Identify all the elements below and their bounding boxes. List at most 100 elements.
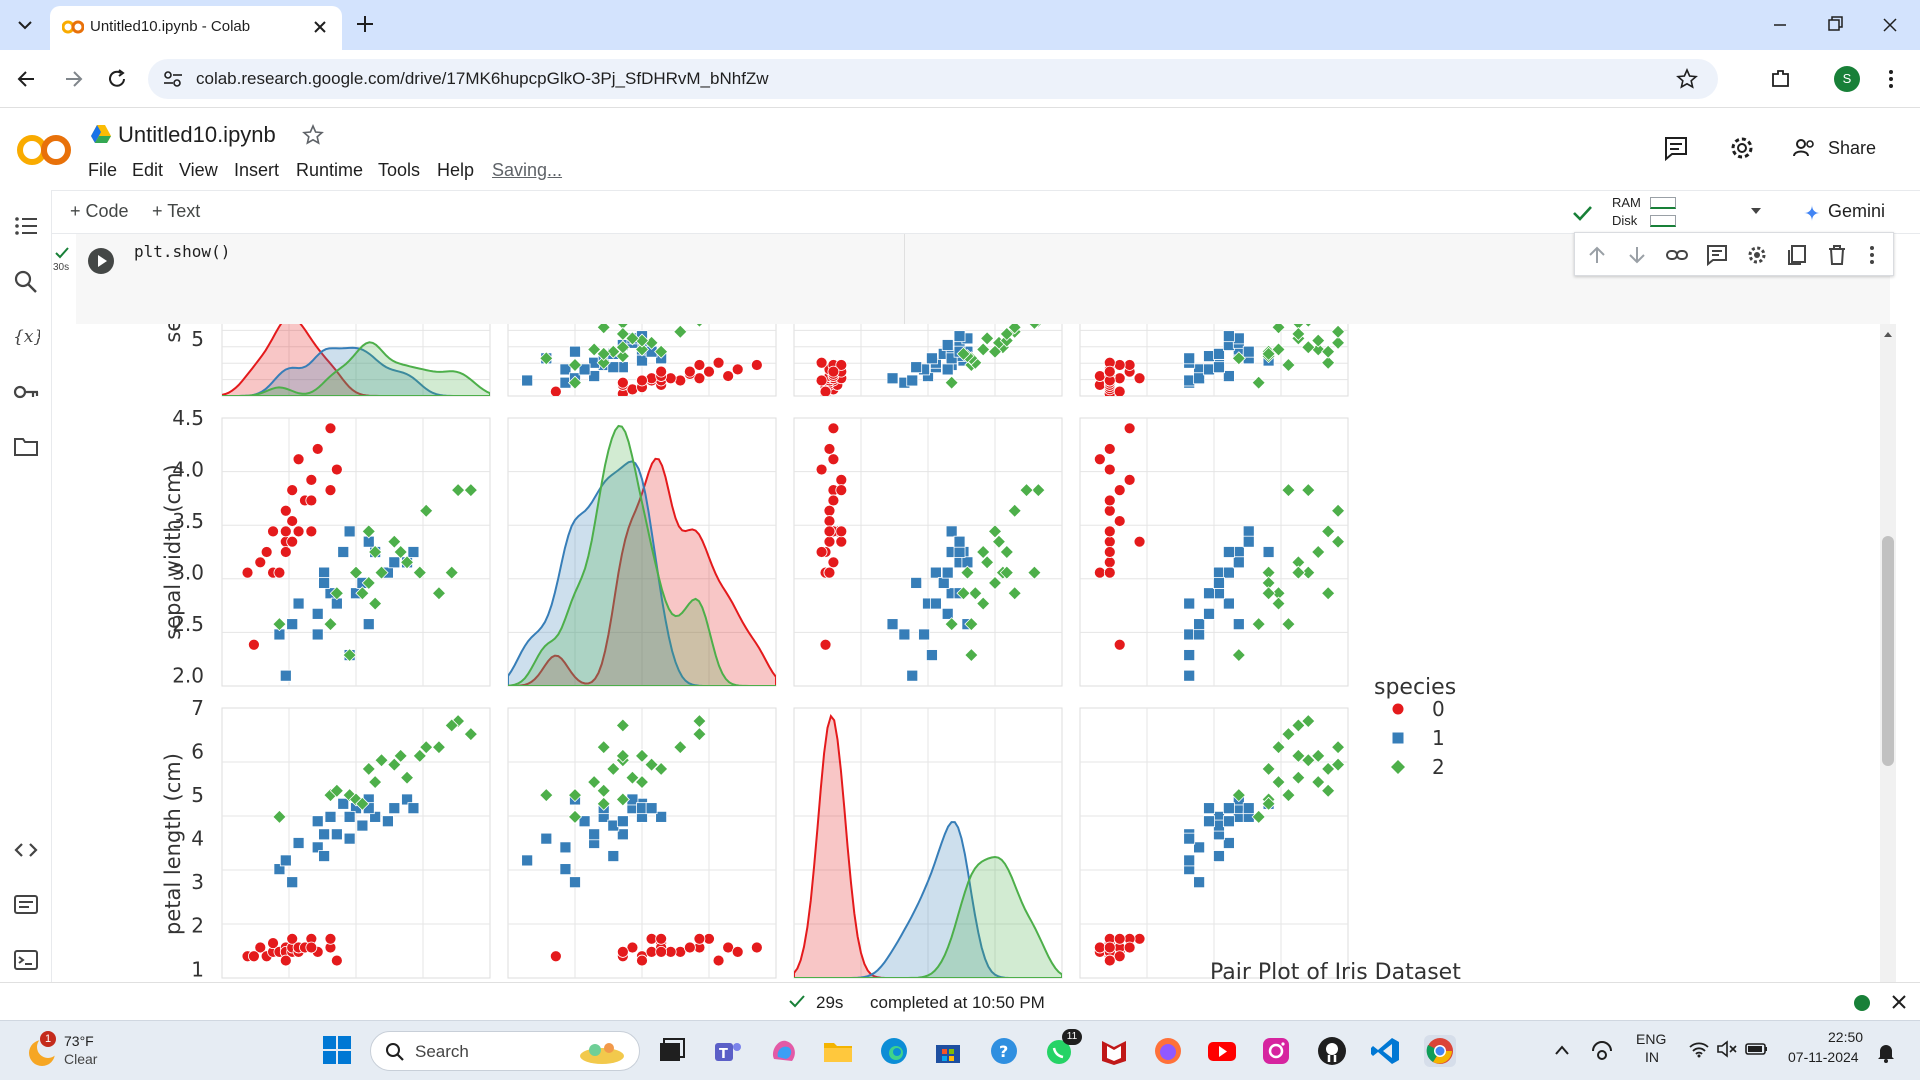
language-top[interactable]: ENG (1636, 1031, 1667, 1047)
scatter-point-species-2 (1231, 788, 1246, 803)
browser-menu-icon[interactable] (1884, 66, 1898, 92)
colab-logo[interactable] (16, 130, 72, 170)
taskbar-search[interactable]: Search (370, 1031, 640, 1071)
menu-runtime[interactable]: Runtime (296, 160, 364, 180)
weather-widget[interactable]: 1 73°F Clear (26, 1031, 146, 1073)
move-down-icon[interactable] (1625, 243, 1649, 267)
pairplot-panel (1079, 417, 1349, 687)
battery-icon[interactable] (1744, 1039, 1770, 1059)
code-snippets-icon[interactable] (12, 836, 40, 864)
more-actions-icon[interactable] (1865, 243, 1879, 267)
menu-help[interactable]: Help (437, 160, 475, 180)
youtube-icon[interactable] (1206, 1035, 1238, 1067)
code-line[interactable]: plt.show() (134, 242, 231, 261)
help-icon[interactable]: ? (988, 1035, 1020, 1067)
minimize-icon[interactable] (1760, 10, 1800, 40)
vscode-icon[interactable] (1370, 1035, 1402, 1067)
back-icon[interactable] (14, 66, 40, 92)
network-tray-icon[interactable] (1590, 1039, 1614, 1061)
mcafee-icon[interactable] (1098, 1035, 1130, 1067)
edge-icon[interactable] (878, 1035, 910, 1067)
scatter-point-species-0 (260, 546, 273, 558)
scrollbar-thumb[interactable] (1882, 536, 1894, 766)
new-tab-icon[interactable] (354, 13, 376, 35)
github-icon[interactable] (1316, 1035, 1348, 1067)
menu-insert[interactable]: Insert (234, 160, 280, 180)
cell-settings-icon[interactable] (1745, 243, 1769, 267)
move-up-icon[interactable] (1585, 243, 1609, 267)
search-icon[interactable] (12, 268, 40, 296)
output-scrollbar[interactable] (1880, 324, 1896, 982)
scatter-point-species-1 (559, 863, 572, 876)
star-notebook-icon[interactable] (302, 124, 324, 146)
menu-view[interactable]: View (179, 160, 218, 180)
ram-disk-indicator[interactable]: RAM Disk (1612, 193, 1702, 233)
secrets-key-icon[interactable] (12, 378, 40, 406)
files-folder-icon[interactable] (12, 432, 40, 460)
tray-overflow-icon[interactable] (1554, 1043, 1570, 1057)
menu-edit[interactable]: Edit (132, 160, 164, 180)
address-bar[interactable]: colab.research.google.com/drive/17MK6hup… (148, 59, 1718, 99)
firefox-icon[interactable] (1152, 1035, 1184, 1067)
volume-muted-icon[interactable] (1716, 1039, 1738, 1059)
wifi-icon[interactable] (1688, 1039, 1710, 1059)
tab-colab[interactable]: Untitled10.ipynb - Colab (50, 6, 342, 50)
file-explorer-icon[interactable] (822, 1035, 854, 1067)
reload-icon[interactable] (104, 66, 130, 92)
editor-ruler (904, 234, 905, 324)
mirror-cell-icon[interactable] (1785, 243, 1809, 267)
scatter-point-species-0 (636, 374, 648, 387)
notebook-title[interactable]: Untitled10.ipynb (118, 122, 276, 147)
tab-close-icon[interactable] (312, 19, 328, 35)
scatter-point-species-0 (305, 941, 318, 954)
table-of-contents-icon[interactable] (12, 212, 40, 240)
share-button[interactable]: Share (1790, 132, 1886, 164)
comment-icon[interactable] (1705, 243, 1729, 267)
notifications-bell-icon[interactable] (1876, 1041, 1896, 1063)
close-window-icon[interactable] (1870, 10, 1910, 40)
terminal-icon[interactable] (12, 946, 40, 974)
teams-icon[interactable]: T (712, 1035, 744, 1067)
chrome-icon[interactable] (1424, 1035, 1456, 1067)
forward-icon[interactable] (60, 66, 86, 92)
variables-icon[interactable]: {x} (12, 322, 40, 350)
restore-icon[interactable] (1814, 10, 1854, 40)
store-icon[interactable] (932, 1035, 964, 1067)
start-windows-icon[interactable] (322, 1035, 352, 1065)
scatter-point-species-2 (393, 748, 408, 763)
settings-gear-icon[interactable] (1728, 134, 1756, 162)
run-cell-button[interactable] (88, 248, 114, 274)
profile-avatar[interactable]: S (1834, 66, 1860, 92)
scroll-up-icon[interactable] (1883, 330, 1893, 338)
runtime-dropdown-icon[interactable] (1748, 203, 1764, 219)
language-bottom[interactable]: IN (1645, 1049, 1659, 1065)
scatter-point-species-1 (292, 837, 305, 849)
scatter-point-species-0 (1093, 566, 1106, 579)
scatter-point-species-2 (361, 524, 376, 539)
close-status-icon[interactable] (1890, 993, 1908, 1011)
clock-time[interactable]: 22:50 (1828, 1029, 1864, 1045)
add-text-button[interactable]: + Text (152, 201, 200, 222)
y-tick-label: 6 (191, 740, 204, 764)
menu-file[interactable]: File (88, 160, 118, 180)
kde-curve-species-0 (222, 324, 490, 396)
command-palette-icon[interactable] (12, 890, 40, 918)
scatter-point-species-1 (588, 370, 601, 382)
scatter-point-species-2 (412, 748, 427, 763)
whatsapp-icon[interactable]: 11 (1044, 1029, 1082, 1067)
link-icon[interactable] (1665, 243, 1689, 267)
scatter-point-species-0 (823, 443, 836, 455)
extensions-icon[interactable] (1768, 66, 1794, 92)
instagram-icon[interactable] (1260, 1035, 1292, 1067)
tab-search-chevron-icon[interactable] (12, 12, 38, 38)
add-code-button[interactable]: + Code (70, 201, 129, 222)
bookmark-star-icon[interactable] (1676, 68, 1698, 90)
delete-cell-icon[interactable] (1825, 243, 1849, 267)
scatter-point-species-1 (1213, 361, 1225, 374)
menu-tools[interactable]: Tools (378, 160, 421, 180)
site-settings-icon[interactable] (162, 69, 184, 89)
clock-date[interactable]: 07-11-2024 (1788, 1049, 1859, 1065)
comments-icon[interactable] (1662, 134, 1690, 162)
task-view-icon[interactable] (656, 1035, 688, 1067)
copilot-icon[interactable] (768, 1035, 800, 1067)
